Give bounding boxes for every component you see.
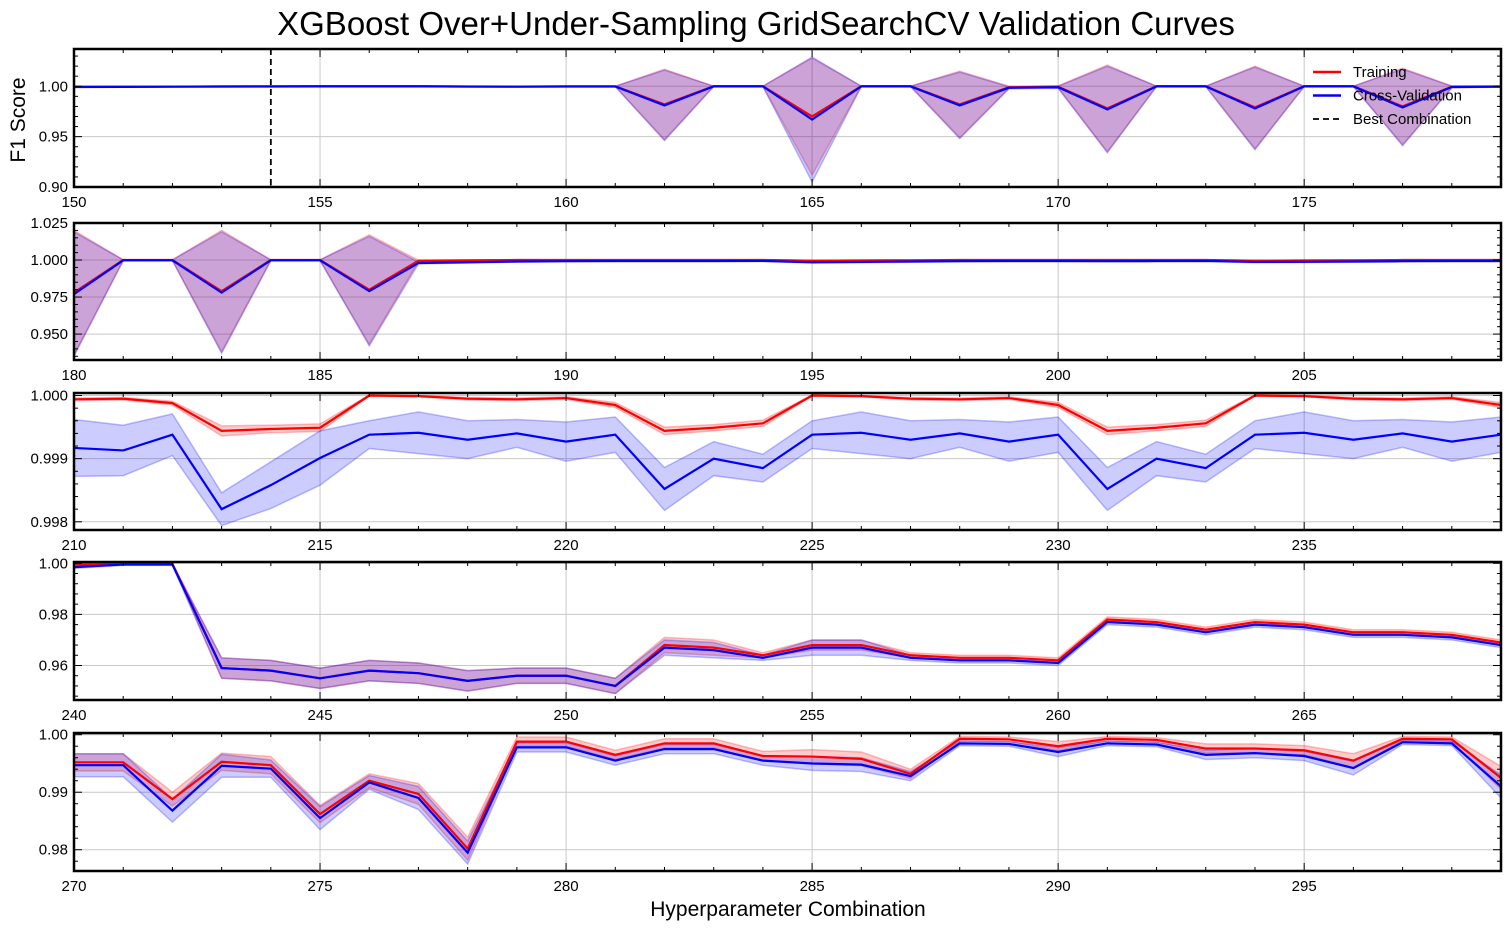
y-tick-label: 0.999 (30, 451, 68, 468)
y-tick-label: 0.998 (30, 514, 68, 531)
x-tick-label: 210 (61, 537, 86, 554)
plot-area (74, 49, 1501, 187)
legend: Training Cross-Validation Best Combination (1313, 64, 1471, 128)
x-tick-label: 225 (800, 537, 825, 554)
x-axis-title: Hyperparameter Combination (650, 898, 925, 921)
x-tick-label: 170 (1046, 194, 1071, 211)
subplot-panel: 240 245 250 255 260 265 0.96 0.98 1.00 (39, 555, 1503, 724)
x-tick-label: 190 (554, 367, 579, 384)
y-tick-label: 0.95 (39, 129, 68, 146)
x-tick-label: 260 (1046, 707, 1071, 724)
x-tick-label: 155 (308, 194, 333, 211)
axes-frame (72, 47, 1503, 189)
cv-line (74, 563, 1501, 688)
cv-std-band (74, 739, 1501, 866)
plot-area (74, 229, 1501, 357)
x-tick-label: 220 (554, 537, 579, 554)
x-tick-label: 160 (554, 194, 579, 211)
x-tick-label: 265 (1292, 707, 1317, 724)
axes-frame (72, 560, 1503, 702)
x-tick-label: 275 (308, 878, 333, 895)
x-tick-label: 290 (1046, 878, 1071, 895)
training-line (74, 394, 1501, 432)
cv-line (74, 741, 1501, 855)
legend-label: Cross-Validation (1353, 88, 1462, 105)
subplot-panel: 270 275 280 285 290 295 0.98 0.99 1.00 (39, 727, 1503, 895)
x-tick-label: 245 (308, 707, 333, 724)
x-tick-label: 165 (800, 194, 825, 211)
cv-line (74, 85, 1501, 121)
x-tick-label: 285 (800, 878, 825, 895)
x-tick-label: 200 (1046, 367, 1071, 384)
x-tick-label: 255 (800, 707, 825, 724)
y-tick-label: 1.025 (30, 215, 68, 232)
training-line (74, 737, 1501, 851)
y-tick-label: 0.975 (30, 289, 68, 306)
y-tick-label: 0.98 (39, 606, 68, 623)
axes-frame (72, 221, 1503, 362)
x-tick-label: 295 (1292, 878, 1317, 895)
y-tick-label: 1.000 (30, 252, 68, 269)
y-tick-label: 1.00 (39, 555, 68, 572)
subplot-panel: 150 155 160 165 170 175 0.90 0.95 1.00 (39, 47, 1503, 211)
y-tick-label: 0.98 (39, 842, 68, 859)
y-axis-title: F1 Score (7, 77, 30, 162)
plot-area (74, 562, 1501, 695)
subplot-panel: 180 185 190 195 200 205 0.950 0.975 1.000 1.025 (30, 215, 1503, 384)
cv-line (74, 431, 1501, 511)
x-tick-label: 180 (61, 367, 86, 384)
y-tick-label: 0.99 (39, 784, 68, 801)
subplot-panel: 210 215 220 225 230 235 0.998 0.999 1.000 (30, 388, 1503, 554)
x-tick-label: 240 (61, 707, 86, 724)
y-tick-label: 1.00 (39, 727, 68, 744)
y-tick-label: 0.96 (39, 658, 68, 675)
x-tick-label: 270 (61, 878, 86, 895)
x-tick-label: 230 (1046, 537, 1071, 554)
x-tick-label: 195 (800, 367, 825, 384)
axes-frame (72, 391, 1503, 532)
legend-label: Training (1353, 64, 1407, 81)
x-tick-label: 215 (308, 537, 333, 554)
x-tick-label: 175 (1292, 194, 1317, 211)
chart-title: XGBoost Over+Under-Sampling GridSearchCV… (277, 5, 1235, 42)
x-tick-label: 250 (554, 707, 579, 724)
y-tick-label: 0.950 (30, 326, 68, 343)
y-tick-label: 1.00 (39, 78, 68, 95)
x-tick-label: 280 (554, 878, 579, 895)
y-tick-label: 1.000 (30, 388, 68, 405)
cv-line (74, 259, 1501, 295)
axes-frame (72, 731, 1503, 873)
x-tick-label: 235 (1292, 537, 1317, 554)
cv-std-band (74, 411, 1501, 527)
x-tick-label: 205 (1292, 367, 1317, 384)
x-tick-label: 150 (61, 194, 86, 211)
legend-label: Best Combination (1353, 111, 1471, 128)
x-tick-label: 185 (308, 367, 333, 384)
y-tick-label: 0.90 (39, 179, 68, 196)
